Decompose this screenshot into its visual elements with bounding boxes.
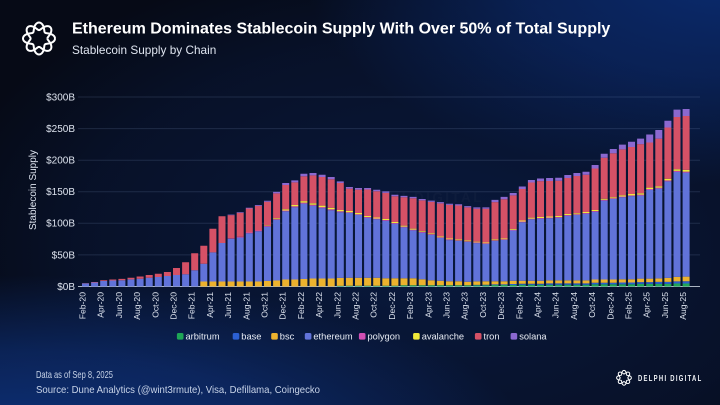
svg-text:Jun-21: Jun-21 [223,292,233,318]
svg-text:Jun-22: Jun-22 [332,292,342,318]
svg-text:Jun-25: Jun-25 [660,292,670,318]
svg-text:Aug-23: Aug-23 [460,292,470,320]
svg-text:Apr-22: Apr-22 [314,292,324,318]
svg-text:bsc: bsc [280,331,295,341]
svg-text:Aug-21: Aug-21 [241,292,251,320]
svg-text:Dec-24: Dec-24 [605,292,615,320]
svg-text:Dec-22: Dec-22 [387,292,397,320]
svg-text:Source: Dune Analytics (@wint3: Source: Dune Analytics (@wint3rmute), Vi… [36,384,320,396]
svg-text:Ethereum Dominates Stablecoin: Ethereum Dominates Stablecoin Supply Wit… [72,21,610,38]
svg-text:$50B: $50B [52,250,76,261]
svg-text:Feb-22: Feb-22 [296,292,306,319]
svg-text:$0B: $0B [57,282,75,293]
svg-text:Dec-23: Dec-23 [496,292,506,320]
svg-text:Aug-20: Aug-20 [132,292,142,320]
svg-text:Apr-24: Apr-24 [533,292,543,318]
svg-text:Aug-25: Aug-25 [678,292,688,320]
svg-text:$200B: $200B [46,156,75,167]
svg-text:Dec-20: Dec-20 [169,292,179,320]
svg-text:base: base [241,331,261,341]
svg-text:$150B: $150B [46,187,75,198]
svg-text:arbitrum: arbitrum [186,331,220,341]
svg-text:$300B: $300B [46,92,75,103]
svg-text:ethereum: ethereum [313,331,353,341]
svg-text:Feb-20: Feb-20 [78,292,88,319]
svg-text:$250B: $250B [46,124,75,135]
svg-text:Feb-23: Feb-23 [405,292,415,319]
svg-text:Stablecoin Supply: Stablecoin Supply [28,150,39,230]
svg-text:solana: solana [519,331,547,341]
svg-text:Oct-24: Oct-24 [587,292,597,318]
svg-text:Apr-25: Apr-25 [642,292,652,318]
svg-text:Data as of Sep 8, 2025: Data as of Sep 8, 2025 [36,369,113,381]
svg-text:Apr-23: Apr-23 [423,292,433,318]
svg-text:tron: tron [484,331,500,341]
svg-text:Aug-24: Aug-24 [569,292,579,320]
svg-text:Oct-22: Oct-22 [369,292,379,318]
svg-text:Stablecoin Supply by Chain: Stablecoin Supply by Chain [72,43,216,57]
svg-text:polygon: polygon [368,331,401,341]
svg-text:Jun-23: Jun-23 [442,292,452,318]
svg-text:Feb-25: Feb-25 [624,292,634,319]
svg-text:avalanche: avalanche [422,331,464,341]
svg-text:Feb-24: Feb-24 [514,292,524,319]
svg-text:Oct-23: Oct-23 [478,292,488,318]
svg-text:DELPHI DIGITAL: DELPHI DIGITAL [638,373,703,383]
svg-text:Aug-22: Aug-22 [351,292,361,320]
svg-text:Jun-20: Jun-20 [114,292,124,318]
svg-text:Oct-21: Oct-21 [260,292,270,318]
svg-text:$100B: $100B [46,219,75,230]
svg-text:Jun-24: Jun-24 [551,292,561,318]
svg-text:Dec-21: Dec-21 [278,292,288,320]
svg-text:Oct-20: Oct-20 [150,292,160,318]
svg-text:Apr-21: Apr-21 [205,292,215,318]
svg-text:Feb-21: Feb-21 [187,292,197,319]
svg-text:Apr-20: Apr-20 [96,292,106,318]
